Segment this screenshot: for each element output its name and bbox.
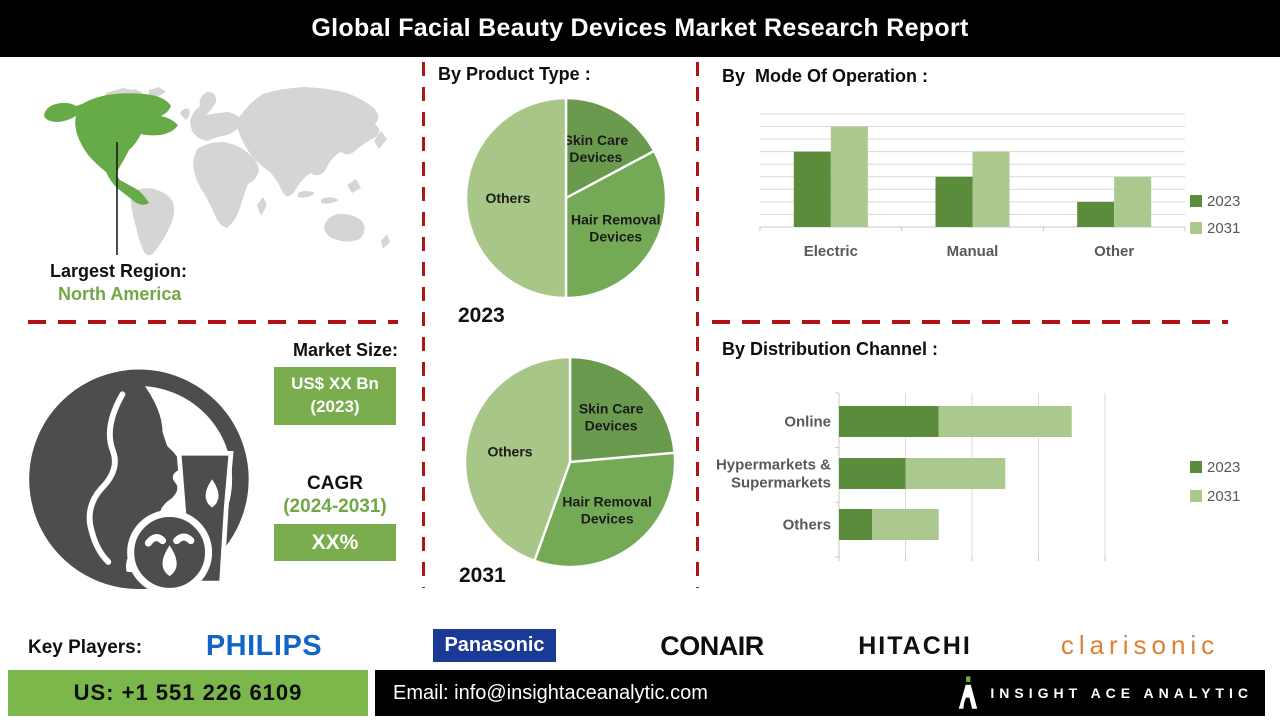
market-size-value: US$ XX Bn [291,374,379,394]
svg-text:Skin Care: Skin Care [564,132,629,148]
distribution-channel-chart: Online Hypermarkets &Supermarkets Others 20… [716,392,1240,561]
brand-conair: CONAIR [660,631,764,661]
email-text: Email: info@insightaceanalytic.com [393,681,708,704]
svg-text:Others: Others [485,190,530,206]
cagr-value-box: XX% [274,524,396,561]
brand-panasonic: Panasonic [433,629,556,662]
svg-text:Skin Care: Skin Care [579,401,644,417]
svg-text:2031: 2031 [1207,488,1240,505]
mode-of-operation-title: By Mode Of Operation : [722,66,929,86]
divider-vertical-1 [422,62,425,588]
svg-text:Devices: Devices [569,149,622,165]
cagr-label: CAGR [307,473,363,494]
largest-region-label: Largest Region: [50,261,188,281]
svg-text:Others: Others [783,517,831,534]
insight-ace-logo-icon [959,676,978,709]
mode-of-operation-chart: Electric Manual Other 2023 2031 [759,113,1240,260]
svg-text:Hair Removal: Hair Removal [562,494,651,510]
svg-text:Manual: Manual [947,243,999,260]
footer-bar: Email: info@insightaceanalytic.com INSIG… [375,670,1265,716]
divider-right [712,320,1228,324]
svg-text:Electric: Electric [804,243,858,260]
svg-text:2031: 2031 [1207,220,1240,237]
key-players-label: Key Players: [28,637,143,658]
cagr-period: (2024-2031) [283,496,387,517]
product-type-title: By Product Type : [438,64,591,84]
phone-banner: US: +1 551 226 6109 [8,670,368,716]
svg-text:Hair Removal: Hair Removal [571,211,660,227]
world-map [44,87,390,256]
market-size-value-box: US$ XX Bn (2023) [274,367,396,425]
svg-text:Devices: Devices [585,418,638,434]
divider-left [28,320,398,324]
company-brand-name: INSIGHT ACE ANALYTIC [990,685,1253,701]
pie-2023-year: 2023 [458,304,505,327]
svg-text:Devices: Devices [589,228,642,244]
largest-region-value: North America [58,284,182,304]
divider-vertical-2 [696,62,699,588]
map-north-america-highlight [44,93,178,205]
svg-text:Hypermarkets &: Hypermarkets & [716,457,831,474]
brand-clarisonic: clarisonic [1060,630,1220,660]
page-title: Global Facial Beauty Devices Market Rese… [311,14,969,42]
market-size-heading: Market Size: [292,340,398,360]
brand-hitachi: HITACHI [858,632,972,660]
facial-beauty-icon [29,369,249,595]
pie-2031-year: 2031 [459,564,506,587]
header-bar: Global Facial Beauty Devices Market Rese… [0,0,1280,57]
svg-text:Online: Online [784,414,831,431]
brand-philips: PHILIPS [205,630,323,662]
svg-text:2023: 2023 [1207,193,1240,210]
distribution-channel-title: By Distribution Channel : [722,339,938,359]
company-brand: INSIGHT ACE ANALYTIC [956,675,1253,711]
market-size-year: (2023) [310,397,360,416]
svg-text:Supermarkets: Supermarkets [731,475,831,492]
svg-text:Devices: Devices [581,511,634,527]
svg-text:2023: 2023 [1207,459,1240,476]
svg-text:Other: Other [1094,243,1134,260]
map-continents [100,87,390,256]
svg-text:Others: Others [487,444,532,460]
